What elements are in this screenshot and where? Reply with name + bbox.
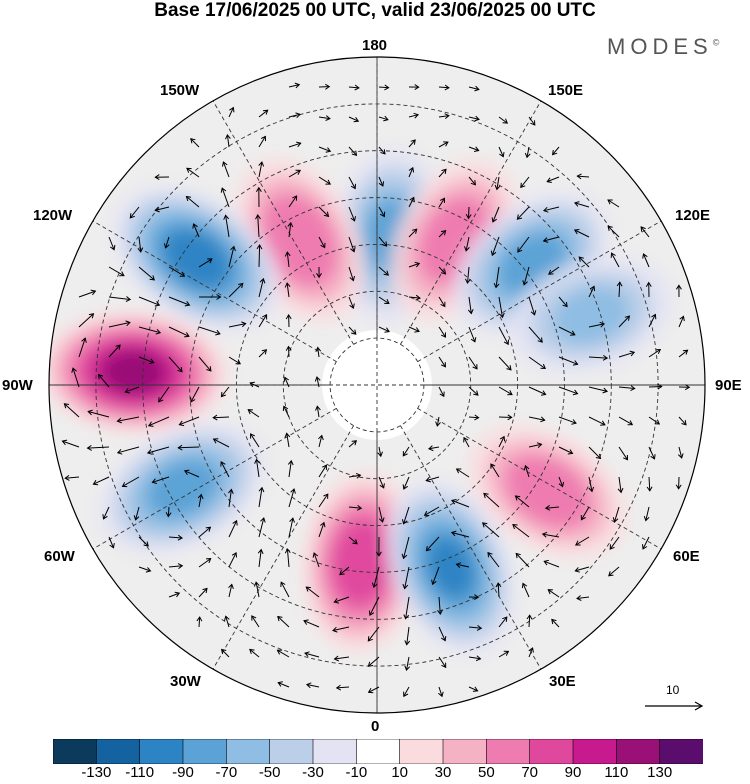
colorbar-tick-label: -30 xyxy=(302,764,324,781)
colorbar-tick-label: -10 xyxy=(345,764,367,781)
lon-label-120w: 120W xyxy=(33,207,72,224)
colorbar-tick-label: -110 xyxy=(125,764,154,781)
colorbar-tick-label: -130 xyxy=(81,764,111,781)
colorbar-tick-label: 70 xyxy=(521,764,538,781)
lon-label-60e: 60E xyxy=(673,548,700,565)
lon-label-120e: 120E xyxy=(675,207,710,224)
colorbar-swatch xyxy=(573,739,617,764)
colorbar-swatch xyxy=(486,739,530,764)
lon-label-150e: 150E xyxy=(548,82,583,99)
colorbar-tick-label: 110 xyxy=(604,764,628,781)
lon-label-90w: 90W xyxy=(2,377,33,394)
colorbar-tick-label: 90 xyxy=(565,764,582,781)
colorbar-swatch xyxy=(400,739,444,764)
colorbar-swatch xyxy=(443,739,487,764)
lon-label-150w: 150W xyxy=(160,82,199,99)
polar-map xyxy=(0,0,750,735)
arrow-right-icon xyxy=(645,680,705,716)
colorbar-swatch xyxy=(53,739,97,764)
colorbar-ticks: -130 -110 -90 -70 -50 -30 -10 10 30 50 70 90 110 130 xyxy=(0,764,750,784)
wind-arrow xyxy=(259,245,260,267)
colorbar xyxy=(53,739,703,764)
colorbar-tick-label: -90 xyxy=(172,764,194,781)
colorbar-swatch xyxy=(616,739,660,764)
colorbar-swatch xyxy=(226,739,270,764)
colorbar-swatch xyxy=(183,739,227,764)
lon-label-0: 0 xyxy=(371,718,379,735)
wind-arrow xyxy=(289,347,290,358)
colorbar-swatch xyxy=(96,739,140,764)
colorbar-swatch xyxy=(140,739,184,764)
colorbar-swatch xyxy=(660,739,703,764)
lon-label-90e: 90E xyxy=(715,377,742,394)
colorbar-tick-label: 130 xyxy=(647,764,672,781)
colorbar-tick-label: 50 xyxy=(478,764,495,781)
wind-arrow xyxy=(469,207,470,218)
wind-arrow xyxy=(529,615,530,627)
wind-arrow xyxy=(649,387,662,388)
colorbar-swatch xyxy=(313,739,357,764)
lon-label-180: 180 xyxy=(362,37,387,54)
colorbar-tick-label: -70 xyxy=(215,764,237,781)
colorbar-tick-label: 30 xyxy=(435,764,452,781)
colorbar-tick-label: -50 xyxy=(259,764,281,781)
lon-label-30w: 30W xyxy=(170,673,201,690)
wind-arrow xyxy=(213,417,229,418)
colorbar-swatch xyxy=(356,739,400,764)
colorbar-tick-label: 10 xyxy=(391,764,408,781)
lon-label-30e: 30E xyxy=(549,673,576,690)
colorbar-swatch xyxy=(270,739,314,764)
lon-label-60w: 60W xyxy=(44,548,75,565)
colorbar-swatch xyxy=(530,739,574,764)
